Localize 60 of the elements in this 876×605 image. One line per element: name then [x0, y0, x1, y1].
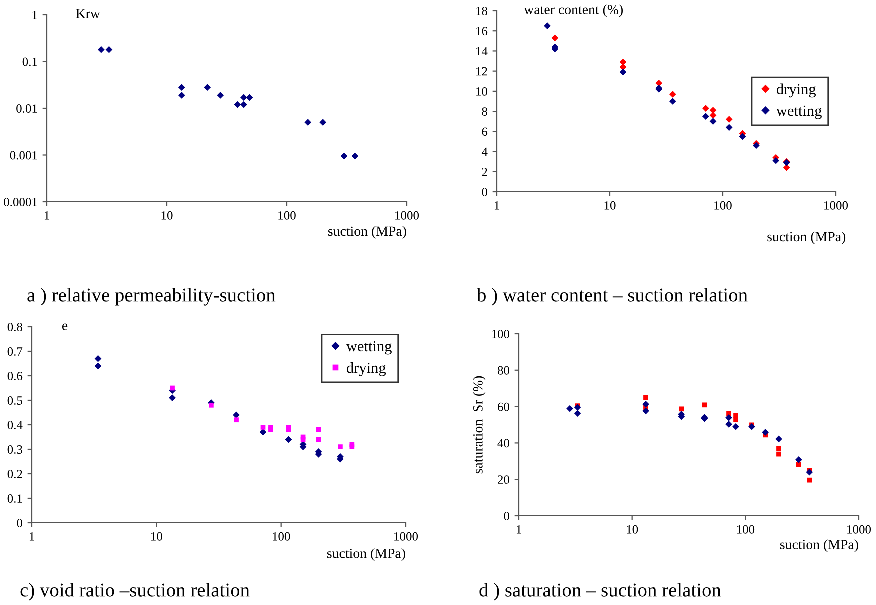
y-tick-label: 8	[482, 108, 488, 116]
x-axis-title: suction (MPa)	[327, 548, 406, 562]
y-tick-label: 0	[17, 519, 22, 528]
x-tick-label: 100	[714, 201, 732, 210]
y-tick-label: 0.001	[10, 151, 38, 160]
x-tick-label: 10	[152, 532, 162, 541]
y-tick-label: 0.6	[8, 372, 23, 381]
y-tick-label: 0.1	[8, 494, 22, 504]
text: a ) relative permeability-suction	[28, 288, 276, 306]
y-tick-label: 0	[482, 188, 488, 196]
y-tick-label: 0	[504, 512, 510, 520]
y-axis-title: saturation Sr (%)	[473, 376, 486, 474]
x-tick-label: 1000	[824, 201, 848, 210]
legend-label: wetting	[346, 341, 392, 355]
y-axis-title: Krw	[76, 9, 100, 18]
text: d ) saturation – suction relation	[480, 583, 722, 601]
y-tick-label: 18	[476, 7, 488, 16]
x-tick-label: 1000	[396, 211, 420, 220]
y-axis-title: e	[62, 324, 68, 330]
y-tick-label: 0.8	[8, 323, 22, 332]
y-tick-label: 12	[476, 67, 488, 76]
y-tick-label: 2	[482, 168, 488, 176]
x-tick-label: 10	[604, 201, 616, 210]
y-tick-label: 0.4	[8, 421, 23, 430]
y-tick-label: 4	[482, 148, 488, 156]
x-tick-label: 100	[273, 532, 290, 541]
y-tick-label: 1	[32, 11, 38, 20]
y-tick-label: 0.01	[16, 104, 38, 114]
y-tick-label: 20	[498, 476, 510, 484]
y-tick-label: 0.3	[8, 446, 22, 454]
y-tick-label: 0.0001	[4, 198, 38, 207]
x-tick-label: 1000	[394, 532, 418, 541]
y-tick-label: 14	[476, 47, 488, 56]
y-tick-label: 80	[498, 366, 510, 375]
legend-label: drying	[776, 84, 816, 98]
x-axis-title: suction (MPa)	[328, 226, 406, 239]
legend-label: drying	[346, 362, 386, 376]
y-tick-label: 60	[498, 402, 510, 412]
x-tick-label: 1000	[848, 525, 872, 534]
text: c) void ratio –suction relation	[20, 583, 250, 601]
x-axis-title: suction (MPa)	[768, 232, 846, 244]
x-tick-label: 100	[278, 211, 296, 220]
y-tick-label: 0.5	[8, 396, 22, 406]
x-tick-label: 10	[627, 525, 638, 534]
y-tick-label: 16	[476, 27, 488, 36]
x-tick-label: 10	[162, 211, 173, 220]
y-tick-label: 40	[498, 439, 510, 448]
legend-label: wetting	[776, 106, 822, 120]
x-tick-label: 1	[44, 211, 50, 220]
y-tick-label: 0.7	[8, 348, 23, 356]
y-tick-label: 10	[476, 87, 488, 96]
x-tick-label: 1	[516, 525, 522, 534]
y-tick-label: 6	[482, 128, 488, 136]
text: b ) water content – suction relation	[477, 288, 748, 306]
y-axis-title: water content (%)	[524, 4, 623, 18]
y-tick-label: 0.2	[8, 470, 22, 479]
x-axis-title: suction (MPa)	[780, 540, 858, 552]
y-tick-label: 100	[492, 330, 510, 338]
y-tick-label: 0.1	[22, 58, 38, 66]
x-tick-label: 100	[737, 525, 755, 534]
